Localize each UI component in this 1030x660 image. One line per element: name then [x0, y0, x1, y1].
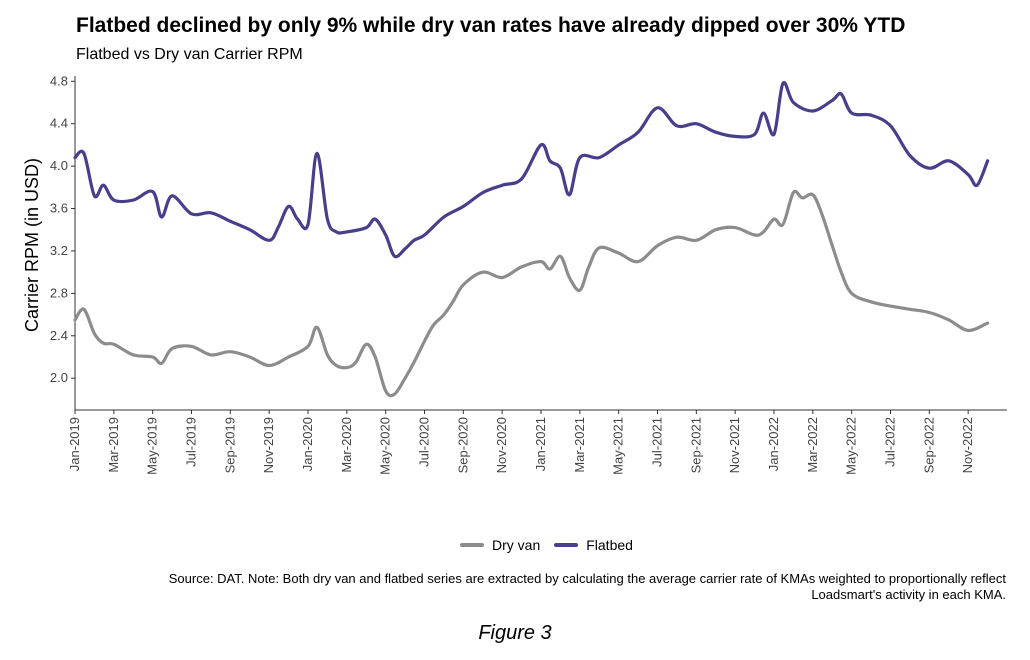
- x-tick-label: Nov-2020: [494, 417, 509, 473]
- y-tick-label: 4.4: [50, 116, 68, 131]
- x-tick-label: Nov-2021: [727, 417, 742, 473]
- source-note: Source: DAT. Note: Both dry van and flat…: [168, 571, 1006, 602]
- chart-axes: 2.0 2.4 2.8 3.2 3.6 4.0 4.4 4.8 Jan-2019 Mar-2019…: [50, 73, 1007, 475]
- figure-caption: Figure 3: [478, 622, 552, 644]
- x-tick-label: Jan-2020: [300, 417, 315, 471]
- x-tick-label: May-2021: [611, 417, 626, 475]
- x-tick-label: Mar-2019: [106, 417, 121, 473]
- chart-title: Flatbed declined by only 9% while dry va…: [76, 14, 906, 37]
- x-tick-label: Jan-2022: [766, 417, 781, 471]
- x-tick-label: May-2019: [145, 417, 160, 475]
- legend-item-flatbed: Flatbed: [554, 537, 633, 553]
- legend-swatch-flatbed: [554, 543, 579, 547]
- y-tick-label: 3.6: [50, 201, 68, 216]
- legend-swatch-dry-van: [460, 543, 484, 547]
- series-line-flatbed: [73, 80, 990, 259]
- line-chart: 2.0 2.4 2.8 3.2 3.6 4.0 4.4 4.8 Jan-2019 Mar-2019…: [22, 73, 1007, 475]
- y-tick-label: 3.2: [50, 243, 68, 258]
- x-tick-label: Mar-2022: [805, 417, 820, 473]
- y-tick-label: 4.8: [50, 73, 68, 88]
- legend-label-flatbed: Flatbed: [586, 537, 633, 553]
- series-line-dry-van: [73, 189, 990, 398]
- y-tick-label: 2.0: [50, 370, 68, 385]
- x-tick-label: Sep-2020: [455, 417, 470, 473]
- chart-subtitle: Flatbed vs Dry van Carrier RPM: [76, 46, 303, 63]
- y-tick-label: 2.4: [50, 328, 68, 343]
- x-tick-label: Nov-2022: [960, 417, 975, 473]
- legend-label-dry-van: Dry van: [492, 537, 541, 553]
- y-tick-label: 2.8: [50, 285, 68, 300]
- x-tick-label: Nov-2019: [261, 417, 276, 473]
- x-tick-label: Jul-2019: [184, 417, 199, 467]
- x-tick-label: Jan-2021: [533, 417, 548, 471]
- x-tick-label: Sep-2022: [921, 417, 936, 473]
- chart-series: [73, 80, 990, 398]
- x-tick-label: Mar-2021: [572, 417, 587, 473]
- x-tick-label: May-2022: [844, 417, 859, 475]
- y-axis-label: Carrier RPM (in USD): [22, 158, 42, 332]
- x-tick-label: Jan-2019: [67, 417, 82, 471]
- x-tick-label: Sep-2021: [688, 417, 703, 473]
- x-tick-label: Mar-2020: [339, 417, 354, 473]
- x-tick-label: Jul-2020: [417, 417, 432, 467]
- x-tick-label: May-2020: [378, 417, 393, 475]
- chart-legend: Dry van Flatbed: [460, 537, 647, 553]
- legend-item-dry-van: Dry van: [460, 537, 540, 553]
- x-tick-label: Sep-2019: [222, 417, 237, 473]
- x-tick-label: Jul-2022: [883, 417, 898, 467]
- y-tick-label: 4.0: [50, 158, 68, 173]
- x-tick-label: Jul-2021: [650, 417, 665, 467]
